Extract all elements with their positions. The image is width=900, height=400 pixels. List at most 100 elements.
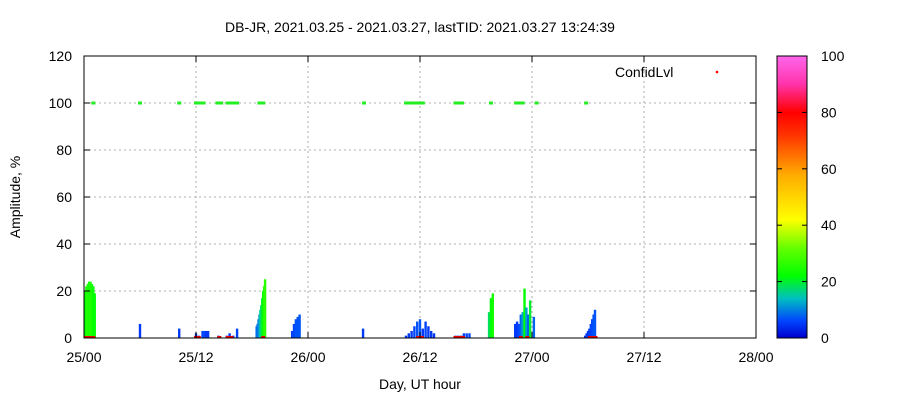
bar: [585, 333, 588, 338]
bar: [514, 323, 517, 338]
x-tick-label: 25/00: [66, 349, 101, 365]
bar: [430, 330, 433, 338]
red-mark: [419, 336, 424, 338]
bar: [519, 314, 522, 338]
point-100: [91, 101, 96, 105]
red-mark: [83, 336, 88, 338]
y-tick-label: 60: [56, 189, 72, 205]
red-mark: [261, 336, 266, 338]
bar: [298, 314, 301, 338]
legend-marker: [715, 70, 719, 74]
point-100: [514, 101, 519, 105]
bar: [525, 307, 528, 338]
point-100: [225, 101, 230, 105]
red-mark: [196, 336, 201, 338]
red-mark: [593, 336, 598, 338]
point-100: [584, 101, 589, 105]
bar: [206, 330, 210, 338]
point-100: [409, 101, 414, 105]
point-100: [418, 101, 422, 105]
bar: [532, 316, 536, 338]
point-100: [517, 101, 522, 105]
colorbar: [776, 55, 808, 339]
point-100: [201, 101, 206, 105]
point-100: [420, 101, 425, 105]
bar: [515, 321, 519, 338]
red-mark: [86, 336, 91, 338]
bar: [86, 283, 89, 338]
y-tick-label: 20: [56, 283, 72, 299]
y-tick-label: 80: [56, 142, 72, 158]
red-mark: [229, 336, 234, 338]
bar: [87, 281, 91, 338]
point-100: [138, 101, 142, 105]
red-mark: [453, 336, 458, 338]
bar: [588, 328, 591, 338]
x-tick-label: 26/00: [290, 349, 325, 365]
bar: [523, 288, 526, 338]
point-100: [219, 101, 224, 105]
colorbar-tick-label: 20: [821, 274, 837, 290]
red-mark: [518, 336, 523, 338]
bar: [468, 333, 471, 338]
point-100: [194, 101, 198, 105]
colorbar-ticks: 0 20 40 60 80 100: [777, 48, 845, 346]
x-tick-label: 27/00: [514, 349, 549, 365]
red-mark: [217, 336, 222, 338]
point-100: [235, 101, 240, 105]
point-100: [453, 101, 458, 105]
red-mark: [416, 336, 421, 338]
bar: [178, 328, 181, 338]
red-mark: [91, 336, 96, 338]
y-tick-label: 120: [49, 48, 73, 64]
bar: [93, 293, 96, 338]
point-100: [257, 101, 262, 105]
bar: [290, 330, 294, 338]
point-100: [232, 101, 237, 105]
bar: [487, 312, 491, 338]
data-bars: [83, 279, 597, 338]
y-axis-label: Amplitude, %: [7, 156, 23, 238]
colorbar-tick-label: 60: [821, 161, 837, 177]
point-100: [197, 101, 202, 105]
bar: [421, 328, 424, 338]
x-tick-label: 26/12: [402, 349, 437, 365]
red-mark: [587, 336, 592, 338]
red-mark: [457, 336, 462, 338]
bar: [292, 323, 296, 338]
bar: [591, 319, 594, 338]
bar: [517, 323, 521, 338]
bar: [432, 333, 436, 338]
point-100: [460, 101, 464, 105]
bar: [527, 314, 530, 338]
bar: [586, 330, 590, 338]
chart-title: DB-JR, 2021.03.25 - 2021.03.27, lastTID:…: [225, 19, 615, 35]
bar: [235, 328, 239, 338]
x-tick-label: 27/12: [626, 349, 661, 365]
bar: [90, 283, 94, 338]
y-tick-label: 0: [64, 330, 72, 346]
y-tick-label: 40: [56, 236, 72, 252]
bar: [584, 335, 587, 338]
point-100: [534, 101, 539, 105]
x-axis-label: Day, UT hour: [379, 376, 461, 392]
point-100: [261, 101, 266, 105]
colorbar-tick-label: 0: [821, 330, 829, 346]
bar: [205, 330, 208, 338]
colorbar-tick-label: 80: [821, 104, 837, 120]
bar: [89, 281, 92, 338]
bar: [424, 321, 427, 338]
bar: [589, 323, 592, 338]
bar: [593, 309, 597, 338]
grid: [84, 56, 756, 338]
bar: [296, 316, 299, 338]
point-100: [404, 101, 408, 105]
colorbar-tick-label: 100: [821, 48, 845, 64]
red-mark: [525, 336, 530, 338]
point-100: [456, 101, 461, 105]
legend-label: ConfidLvl: [615, 64, 673, 80]
bar: [407, 333, 410, 338]
bar: [201, 330, 204, 338]
point-100: [215, 101, 220, 105]
bar: [491, 293, 494, 338]
